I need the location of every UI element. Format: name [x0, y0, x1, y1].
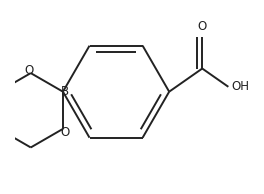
- Text: B: B: [61, 85, 69, 98]
- Text: O: O: [60, 126, 70, 139]
- Text: O: O: [198, 21, 207, 34]
- Text: OH: OH: [232, 80, 249, 93]
- Text: O: O: [24, 64, 33, 77]
